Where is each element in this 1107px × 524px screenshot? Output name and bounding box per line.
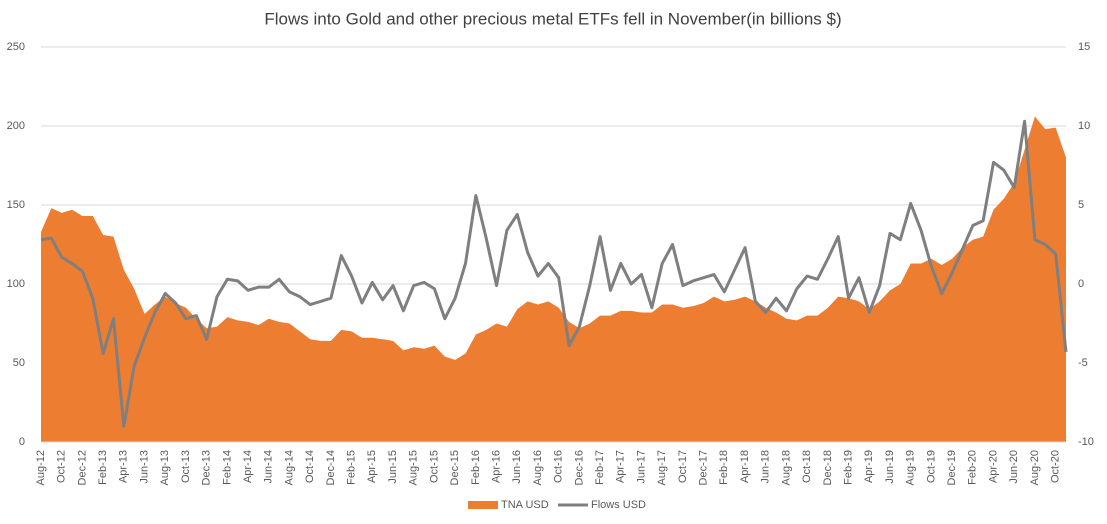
y2-tick-label: 5 — [1078, 199, 1084, 211]
x-tick-label: Apr-19 — [863, 450, 875, 483]
x-tick-label: Jun-13 — [138, 450, 150, 484]
x-tick-label: Feb-16 — [470, 450, 482, 485]
x-tick-label: Dec-13 — [201, 450, 213, 485]
area — [41, 116, 1066, 443]
x-tick-label: Dec-15 — [449, 450, 461, 485]
x-tick-label: Dec-19 — [946, 450, 958, 485]
x-tick-label: Jun-17 — [635, 450, 647, 484]
x-tick-label: Dec-12 — [76, 450, 88, 485]
y-tick-label: 100 — [7, 278, 25, 290]
x-tick-label: Aug-20 — [1029, 450, 1041, 485]
y-tick-label: 150 — [7, 199, 25, 211]
x-tick-label: Feb-14 — [221, 450, 233, 485]
x-tick-label: Feb-18 — [718, 450, 730, 485]
x-tick-label: Oct-15 — [428, 450, 440, 483]
x-tick-label: Jun-16 — [511, 450, 523, 484]
x-tick-label: Oct-19 — [925, 450, 937, 483]
x-tick-label: Apr-18 — [739, 450, 751, 483]
x-tick-label: Aug-13 — [159, 450, 171, 485]
x-tick-label: Aug-15 — [408, 450, 420, 485]
legend-label: Flows USD — [591, 499, 646, 511]
y2-tick-label: 0 — [1078, 278, 1084, 290]
x-tick-label: Aug-19 — [905, 450, 917, 485]
legend-swatch — [468, 501, 498, 509]
legend-label: TNA USD — [501, 499, 549, 511]
y-tick-label: 250 — [7, 41, 25, 53]
y2-tick-label: 10 — [1078, 120, 1090, 132]
y-tick-label: 200 — [7, 120, 25, 132]
x-tick-label: Aug-17 — [656, 450, 668, 485]
x-tick-label: Dec-18 — [822, 450, 834, 485]
x-tick-label: Aug-18 — [780, 450, 792, 485]
x-tick-label: Apr-14 — [242, 450, 254, 483]
chart-title: Flows into Gold and other precious metal… — [264, 9, 841, 28]
x-tick-label: Feb-13 — [97, 450, 109, 485]
x-tick-label: Oct-18 — [801, 450, 813, 483]
x-tick-label: Jun-15 — [387, 450, 399, 484]
x-tick-label: Feb-19 — [842, 450, 854, 485]
x-tick-label: Jun-19 — [884, 450, 896, 484]
x-tick-label: Jun-20 — [1008, 450, 1020, 484]
x-tick-label: Apr-13 — [118, 450, 130, 483]
y2-tick-label: 15 — [1078, 41, 1090, 53]
x-tick-label: Feb-17 — [594, 450, 606, 485]
x-tick-label: Dec-16 — [573, 450, 585, 485]
y-tick-label: 0 — [19, 436, 25, 448]
x-tick-label: Oct-14 — [304, 450, 316, 483]
x-tick-label: Aug-12 — [35, 450, 47, 485]
x-tick-label: Apr-20 — [987, 450, 999, 483]
x-tick-label: Jun-18 — [760, 450, 772, 484]
x-tick-label: Feb-20 — [967, 450, 979, 485]
x-tick-label: Oct-12 — [56, 450, 68, 483]
x-tick-label: Oct-16 — [553, 450, 565, 483]
x-tick-label: Dec-14 — [325, 450, 337, 485]
y-tick-label: 50 — [13, 357, 25, 369]
x-tick-label: Apr-17 — [615, 450, 627, 483]
x-tick-label: Oct-20 — [1050, 450, 1062, 483]
y2-tick-label: -10 — [1078, 436, 1094, 448]
x-tick-label: Feb-15 — [346, 450, 358, 485]
x-tick-label: Aug-16 — [532, 450, 544, 485]
x-tick-label: Oct-17 — [677, 450, 689, 483]
x-tick-label: Dec-17 — [698, 450, 710, 485]
x-tick-label: Jun-14 — [263, 450, 275, 484]
x-tick-label: Apr-16 — [490, 450, 502, 483]
x-tick-label: Aug-14 — [283, 450, 295, 485]
y2-tick-label: -5 — [1078, 357, 1088, 369]
x-tick-label: Apr-15 — [366, 450, 378, 483]
line — [40, 119, 1068, 428]
x-tick-label: Oct-13 — [180, 450, 192, 483]
